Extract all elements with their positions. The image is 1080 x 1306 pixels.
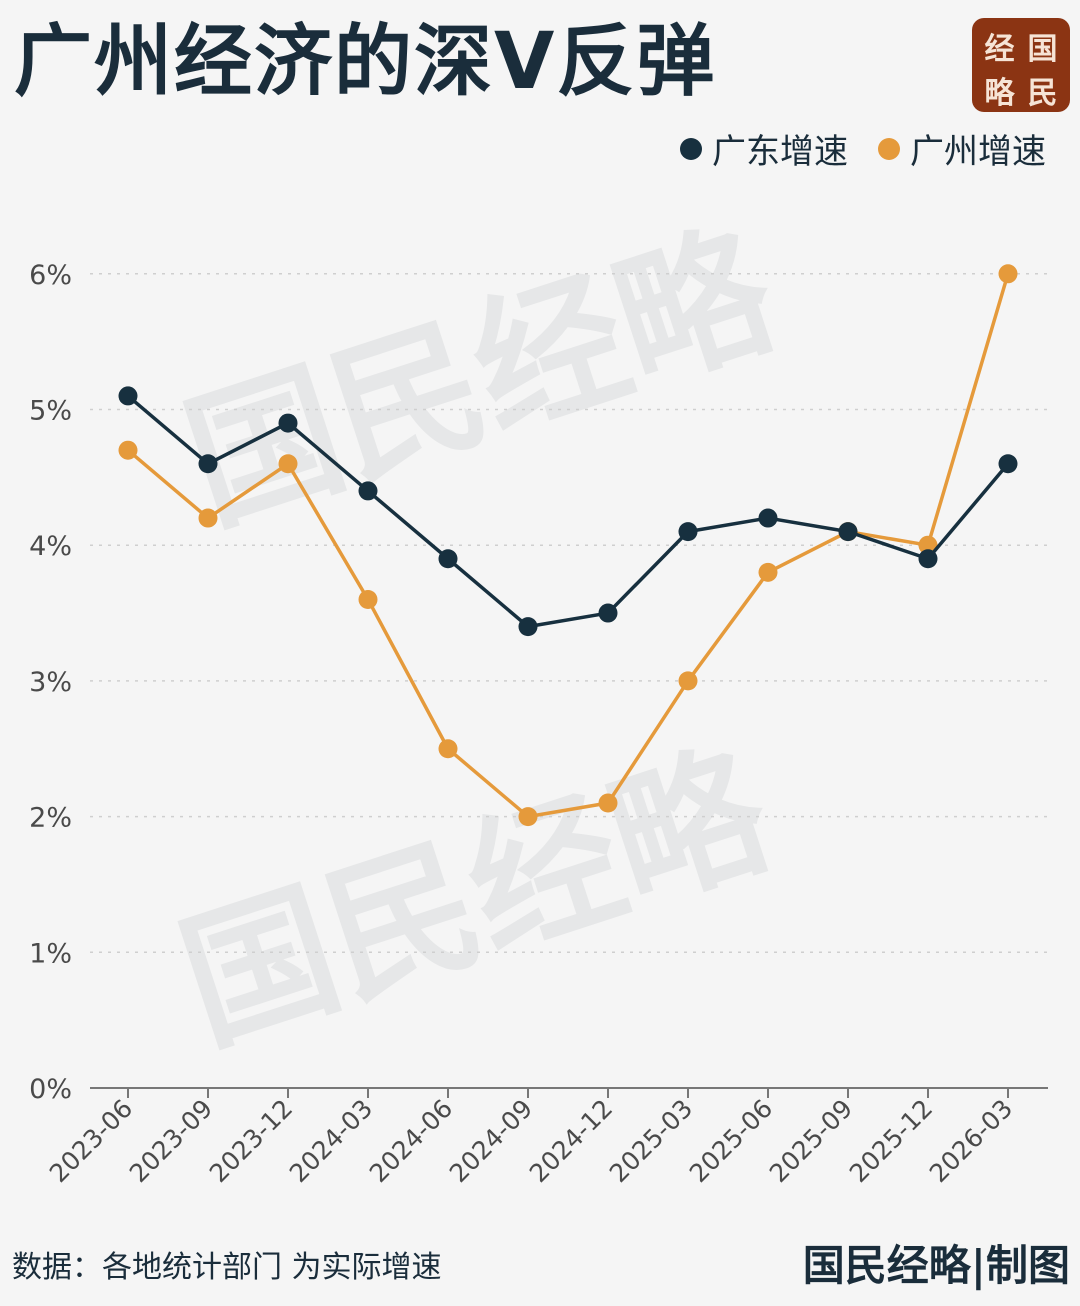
data-point (278, 413, 298, 433)
data-point (678, 671, 698, 691)
data-point (358, 589, 378, 609)
x-tick-label: 2024-06 (364, 1094, 458, 1188)
data-point (118, 386, 138, 406)
y-tick-label: 5% (29, 396, 72, 427)
data-point (198, 454, 218, 474)
x-tick-label: 2025-12 (844, 1094, 938, 1188)
data-point (598, 793, 618, 813)
x-tick-label: 2024-03 (284, 1094, 378, 1188)
brand-logo: 经 国 略 民 (972, 18, 1070, 112)
page-title: 广州经济的深V反弹 (14, 17, 717, 107)
x-tick-label: 2023-09 (124, 1094, 218, 1188)
series-layer (118, 264, 1018, 827)
y-tick-label: 2% (29, 803, 72, 834)
logo-char: 经 (984, 32, 1015, 67)
y-tick-label: 3% (29, 667, 72, 698)
data-point (758, 562, 778, 582)
x-tick-label: 2023-06 (44, 1094, 138, 1188)
legend-marker-guangdong (680, 137, 702, 160)
x-tick-label: 2023-12 (204, 1094, 298, 1188)
data-point (118, 440, 138, 460)
series-guangzhou (118, 264, 1018, 827)
data-point (438, 739, 458, 759)
data-point (838, 522, 858, 542)
data-point (678, 522, 698, 542)
y-axis: 0% 1% 2% 3% 4% 5% 6% (29, 260, 72, 1105)
data-point (518, 617, 538, 637)
data-point (918, 549, 938, 569)
logo-char: 民 (1027, 76, 1058, 111)
legend-item-guangdong: 广东增速 (680, 124, 848, 173)
series-line (126, 394, 1010, 629)
legend-label-guangdong: 广东增速 (712, 132, 848, 172)
data-point (438, 549, 458, 569)
data-point (518, 807, 538, 827)
x-tick-label: 2026-03 (924, 1094, 1018, 1188)
x-tick-label: 2024-09 (444, 1094, 538, 1188)
y-tick-label: 6% (29, 260, 72, 291)
data-point (278, 454, 298, 474)
legend-label-guangzhou: 广州增速 (910, 132, 1046, 172)
data-point (918, 535, 938, 555)
data-point (758, 508, 778, 528)
series-line (126, 273, 1010, 819)
x-tick-label: 2025-06 (684, 1094, 778, 1188)
y-tick-label: 0% (29, 1074, 72, 1105)
x-tick-label: 2025-03 (604, 1094, 698, 1188)
data-point (998, 454, 1018, 474)
data-source-note: 数据：各地统计部门 为实际增速 (12, 1250, 442, 1285)
x-axis: 2023-062023-092023-122024-032024-062024-… (44, 1087, 1048, 1188)
data-point (998, 264, 1018, 284)
y-tick-label: 1% (29, 938, 72, 969)
x-tick-label: 2024-12 (524, 1094, 618, 1188)
x-tick-label: 2025-09 (764, 1094, 858, 1188)
logo-char: 略 (984, 76, 1015, 111)
logo-char: 国 (1027, 32, 1058, 67)
chart-legend: 广东增速 广州增速 (680, 124, 1046, 173)
brand-credit: 国民经略|制图 (802, 1241, 1070, 1290)
legend-item-guangzhou: 广州增速 (878, 124, 1046, 173)
watermark-text: 国民经略 (167, 201, 795, 555)
series-guangdong (118, 386, 1018, 637)
data-point (598, 603, 618, 623)
y-tick-label: 4% (29, 531, 72, 562)
data-point (198, 508, 218, 528)
grid-layer (90, 273, 1048, 954)
legend-marker-guangzhou (878, 137, 900, 160)
data-point (358, 481, 378, 501)
